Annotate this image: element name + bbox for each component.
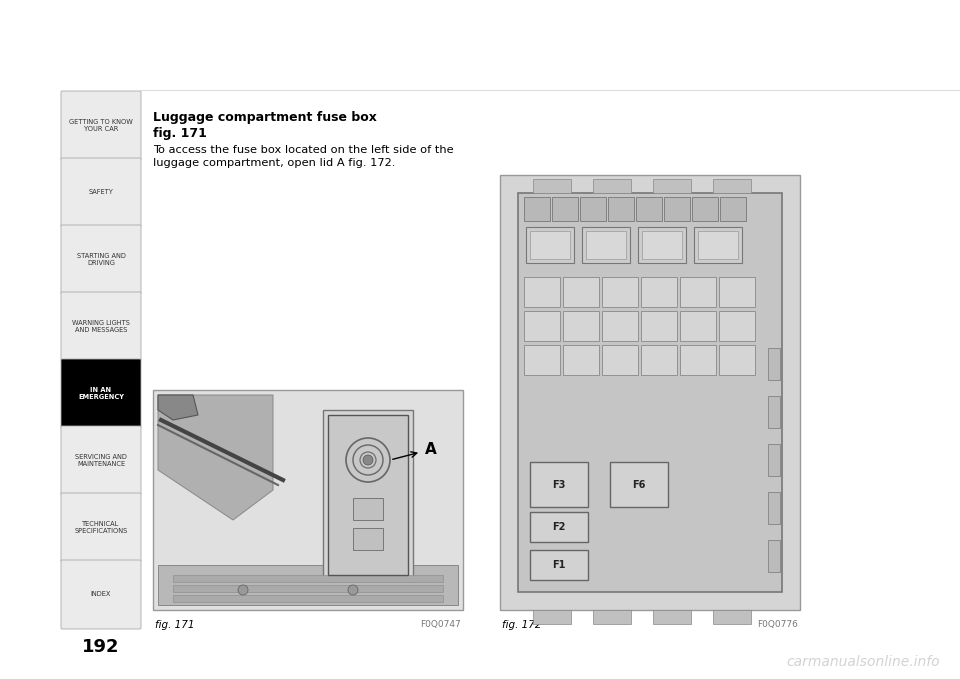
Polygon shape — [158, 395, 198, 420]
Text: Luggage compartment fuse box: Luggage compartment fuse box — [153, 111, 377, 124]
Text: 192: 192 — [83, 638, 120, 656]
FancyBboxPatch shape — [61, 560, 141, 629]
Bar — [719, 311, 755, 341]
Bar — [680, 277, 716, 307]
Bar — [530, 462, 588, 507]
Bar — [552, 197, 578, 221]
Bar — [636, 197, 662, 221]
Bar — [698, 231, 738, 259]
Bar — [173, 585, 443, 592]
Bar — [353, 528, 383, 550]
Text: fig. 171: fig. 171 — [153, 127, 206, 140]
Bar — [768, 348, 780, 380]
Polygon shape — [158, 565, 458, 605]
FancyBboxPatch shape — [61, 292, 141, 361]
Bar — [768, 444, 780, 476]
Bar — [692, 197, 718, 221]
Bar — [530, 512, 588, 542]
Text: SAFETY: SAFETY — [88, 189, 113, 196]
Text: WARNING LIGHTS
AND MESSAGES: WARNING LIGHTS AND MESSAGES — [72, 320, 130, 333]
Bar — [582, 227, 630, 263]
Bar — [602, 311, 638, 341]
Text: TECHNICAL
SPECIFICATIONS: TECHNICAL SPECIFICATIONS — [74, 521, 128, 534]
Bar — [353, 498, 383, 520]
Polygon shape — [158, 395, 273, 520]
Bar — [610, 462, 668, 507]
FancyBboxPatch shape — [61, 493, 141, 562]
Bar — [720, 197, 746, 221]
Bar — [526, 227, 574, 263]
Bar — [642, 231, 682, 259]
Circle shape — [238, 585, 248, 595]
Bar — [638, 227, 686, 263]
Text: F0Q0776: F0Q0776 — [757, 621, 798, 629]
Bar — [768, 540, 780, 572]
Bar — [173, 575, 443, 582]
Circle shape — [348, 585, 358, 595]
Bar — [713, 610, 751, 624]
Bar — [593, 179, 631, 193]
Bar — [653, 179, 691, 193]
Text: F6: F6 — [633, 479, 646, 490]
Bar — [530, 231, 570, 259]
Bar — [563, 345, 599, 375]
Text: F3: F3 — [552, 479, 565, 490]
Circle shape — [363, 455, 373, 465]
Bar — [153, 390, 463, 610]
Bar — [323, 410, 413, 580]
Bar — [608, 197, 634, 221]
Bar — [602, 277, 638, 307]
Text: F0Q0747: F0Q0747 — [420, 621, 461, 629]
Bar — [593, 610, 631, 624]
Bar — [173, 595, 443, 602]
Bar — [653, 610, 691, 624]
Text: IN AN
EMERGENCY: IN AN EMERGENCY — [78, 387, 124, 400]
FancyBboxPatch shape — [61, 359, 141, 428]
Bar — [641, 277, 677, 307]
Bar — [580, 197, 606, 221]
Bar — [524, 345, 560, 375]
Text: fig. 172: fig. 172 — [502, 620, 541, 630]
Bar — [518, 193, 782, 592]
Bar — [641, 345, 677, 375]
Text: carmanualsonline.info: carmanualsonline.info — [786, 655, 940, 669]
Text: F1: F1 — [552, 560, 565, 570]
Bar — [680, 311, 716, 341]
Text: F2: F2 — [552, 522, 565, 532]
Bar — [694, 227, 742, 263]
Bar — [713, 179, 751, 193]
Bar — [328, 415, 408, 575]
FancyBboxPatch shape — [61, 91, 141, 160]
Text: INDEX: INDEX — [91, 591, 111, 598]
Bar — [533, 610, 571, 624]
Text: SERVICING AND
MAINTENANCE: SERVICING AND MAINTENANCE — [75, 454, 127, 467]
Bar — [533, 179, 571, 193]
Text: GETTING TO KNOW
YOUR CAR: GETTING TO KNOW YOUR CAR — [69, 119, 132, 132]
Bar — [500, 175, 800, 610]
Bar — [524, 311, 560, 341]
Bar — [719, 345, 755, 375]
Bar — [768, 492, 780, 524]
Bar — [719, 277, 755, 307]
Bar — [586, 231, 626, 259]
FancyBboxPatch shape — [61, 158, 141, 227]
Text: fig. 171: fig. 171 — [155, 620, 195, 630]
FancyBboxPatch shape — [61, 426, 141, 495]
Bar — [524, 197, 550, 221]
Bar — [768, 396, 780, 428]
Bar — [530, 550, 588, 580]
Bar — [524, 277, 560, 307]
FancyBboxPatch shape — [61, 225, 141, 294]
Text: A: A — [425, 443, 437, 458]
Bar — [602, 345, 638, 375]
Text: STARTING AND
DRIVING: STARTING AND DRIVING — [77, 253, 126, 266]
Bar — [680, 345, 716, 375]
Bar — [563, 277, 599, 307]
Text: To access the fuse box located on the left side of the
luggage compartment, open: To access the fuse box located on the le… — [153, 145, 454, 168]
Bar — [641, 311, 677, 341]
Bar — [563, 311, 599, 341]
Bar — [664, 197, 690, 221]
